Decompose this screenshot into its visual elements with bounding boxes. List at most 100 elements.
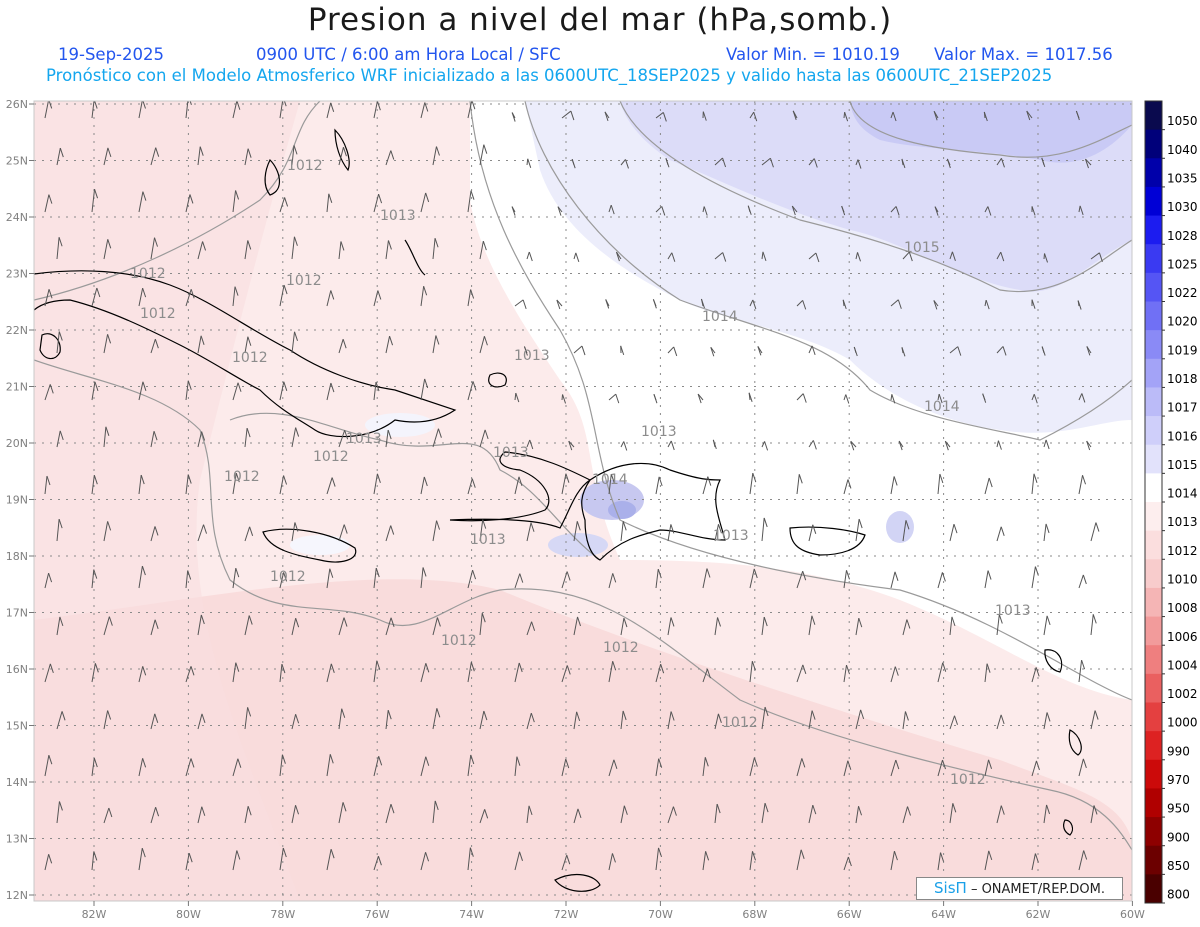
- colorbar-swatch: [1145, 301, 1162, 331]
- wind-barb-flag: [566, 855, 571, 865]
- wind-barb-shaft: [420, 852, 427, 871]
- martinique-coast: [1068, 729, 1082, 756]
- wind-barb-flag: [1034, 566, 1039, 576]
- wind-barb: [291, 427, 300, 448]
- wind-barb-shaft: [561, 855, 568, 871]
- wind-barb-flag: [952, 803, 957, 813]
- wind-barb: [620, 710, 627, 730]
- wind-barb-shaft: [514, 299, 524, 307]
- wind-barb: [934, 206, 939, 216]
- wind-barb-flag: [565, 758, 570, 769]
- wind-barb-flag: [436, 520, 441, 530]
- wind-barb-shaft: [749, 568, 755, 589]
- wind-barb-shaft: [44, 755, 50, 777]
- wind-barb-shaft: [326, 477, 333, 495]
- wind-barb: [890, 206, 900, 216]
- wind-barb-shaft: [244, 707, 249, 730]
- wind-barb-flag: [665, 158, 670, 168]
- wind-barb: [808, 710, 816, 730]
- wind-barb-flag: [944, 441, 949, 451]
- wind-barb-shaft: [197, 713, 203, 730]
- wind-barb: [620, 159, 629, 169]
- wind-barb: [467, 569, 477, 589]
- wind-barb-shaft: [385, 804, 392, 824]
- wind-barb: [747, 205, 752, 215]
- wind-barb-flag: [527, 158, 532, 168]
- wind-barb-flag: [1034, 853, 1039, 863]
- wind-barb-shaft: [843, 856, 849, 871]
- longitude-labels: 82W 80W 78W 76W 74W 72W 70W 68W 66W 64W 62W 60W: [82, 901, 1145, 921]
- wind-barb-flag: [703, 206, 708, 216]
- wind-barb-shaft: [385, 336, 391, 354]
- wind-barb: [138, 847, 146, 871]
- wind-barb-shaft: [561, 571, 568, 589]
- wind-barb-flag: [1081, 393, 1086, 403]
- wind-barb-shaft: [949, 346, 959, 354]
- wind-barb-flag: [1082, 475, 1087, 485]
- wind-barb-shaft: [1078, 758, 1084, 777]
- wind-barb: [902, 520, 910, 542]
- wind-barb-flag: [376, 101, 381, 111]
- colorbar-swatch: [1145, 559, 1162, 589]
- wind-barb-shaft: [702, 668, 708, 683]
- contour-label: 1012: [286, 273, 322, 289]
- wind-barb-flag: [200, 335, 205, 345]
- wind-barb-flag: [901, 158, 906, 169]
- wind-barb-shaft: [44, 663, 51, 683]
- wind-barb: [338, 617, 348, 636]
- wind-barb-flag: [892, 111, 897, 122]
- wind-barb: [561, 394, 567, 404]
- wind-barb-flag: [237, 758, 242, 768]
- wind-barb-flag: [387, 710, 392, 720]
- cuba-coast: [34, 270, 457, 438]
- wind-barb-flag: [375, 381, 380, 392]
- wind-barb-shaft: [1031, 667, 1037, 683]
- wind-barb: [385, 525, 395, 542]
- wind-barb-flag: [946, 158, 951, 169]
- contour-label: 1013: [514, 348, 550, 364]
- wind-barb-shaft: [56, 331, 60, 354]
- wind-barb: [420, 476, 428, 495]
- wind-barb-flag: [847, 856, 852, 867]
- wind-barb-flag: [988, 759, 993, 769]
- wind-barb-shaft: [232, 662, 237, 683]
- wind-barb-flag: [748, 392, 753, 403]
- wind-barb: [714, 252, 727, 262]
- wind-barb: [855, 252, 861, 262]
- wind-barb-shaft: [796, 664, 804, 683]
- wind-barb-flag: [425, 663, 430, 673]
- wind-barb: [514, 662, 523, 683]
- wind-barb-flag: [518, 662, 523, 673]
- wind-barb-flag: [893, 476, 898, 486]
- wind-barb: [279, 101, 287, 119]
- wind-barb-flag: [812, 440, 817, 450]
- wind-barb-shaft: [1078, 574, 1084, 589]
- wind-barb-flag: [330, 102, 335, 112]
- wind-barb-flag: [702, 111, 707, 121]
- wind-barb-flag: [610, 473, 615, 484]
- wind-barb-flag: [340, 241, 345, 251]
- wind-barb-flag: [802, 393, 807, 403]
- wind-barb-flag: [48, 194, 53, 204]
- wind-barb-shaft: [138, 101, 143, 119]
- wind-barb-flag: [283, 381, 288, 391]
- wind-barb-shaft: [56, 147, 61, 166]
- wind-barb-shaft: [197, 241, 204, 260]
- wind-barb-shaft: [138, 848, 143, 871]
- wind-barb-flag: [154, 237, 158, 247]
- wind-barb: [667, 524, 675, 542]
- wind-barb-flag: [107, 334, 112, 344]
- wind-barb: [326, 754, 334, 777]
- lat-label: 14N: [6, 776, 28, 789]
- wind-barb: [385, 335, 394, 354]
- wind-barb-flag: [247, 148, 252, 158]
- wind-barb: [232, 758, 242, 777]
- wind-barb-shaft: [291, 618, 297, 636]
- wind-barb: [467, 381, 477, 401]
- wind-barb: [479, 613, 486, 636]
- wind-barb: [1085, 158, 1092, 169]
- wind-barb: [1086, 346, 1092, 356]
- wind-barb-flag: [154, 713, 159, 724]
- wind-barb: [1090, 252, 1103, 262]
